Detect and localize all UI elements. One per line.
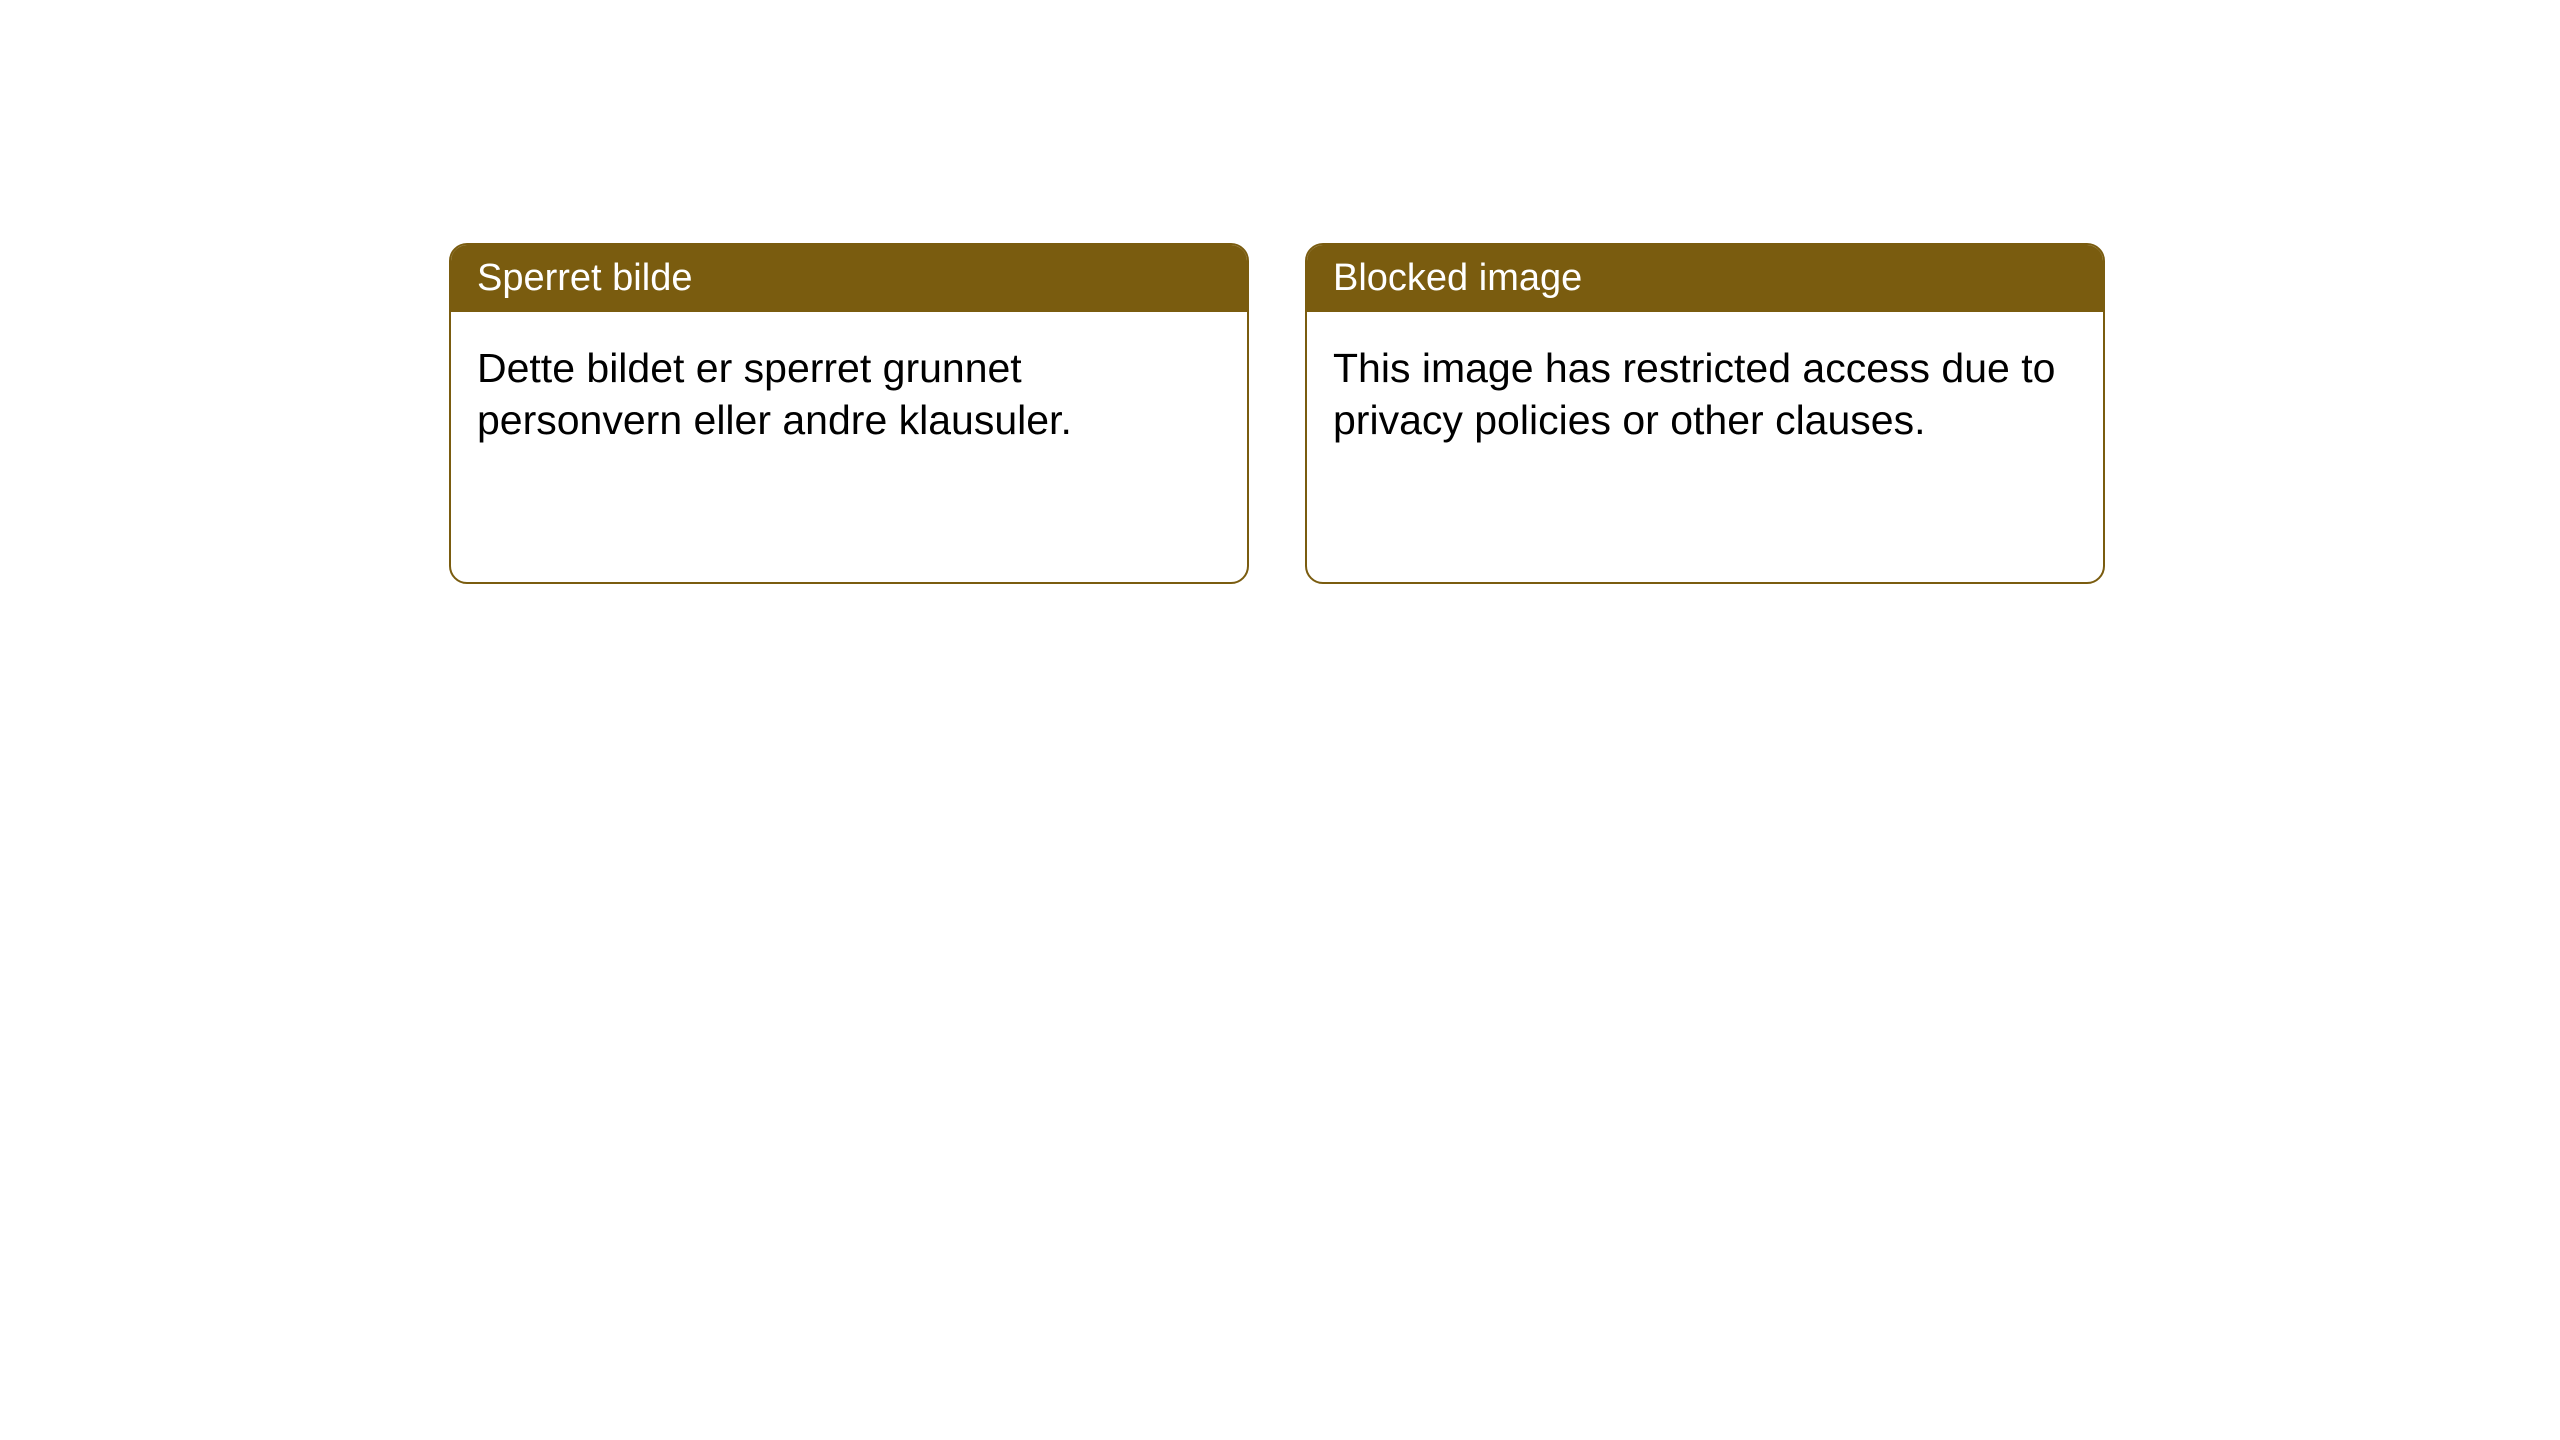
blocked-image-notices: Sperret bilde Dette bildet er sperret gr… bbox=[449, 243, 2105, 584]
notice-header-norwegian: Sperret bilde bbox=[451, 245, 1247, 312]
notice-card-english: Blocked image This image has restricted … bbox=[1305, 243, 2105, 584]
notice-title: Sperret bilde bbox=[477, 257, 692, 299]
notice-header-english: Blocked image bbox=[1307, 245, 2103, 312]
notice-body-norwegian: Dette bildet er sperret grunnet personve… bbox=[451, 312, 1247, 582]
notice-title: Blocked image bbox=[1333, 257, 1582, 299]
notice-message: Dette bildet er sperret grunnet personve… bbox=[477, 345, 1072, 443]
notice-card-norwegian: Sperret bilde Dette bildet er sperret gr… bbox=[449, 243, 1249, 584]
notice-message: This image has restricted access due to … bbox=[1333, 345, 2055, 443]
notice-body-english: This image has restricted access due to … bbox=[1307, 312, 2103, 582]
